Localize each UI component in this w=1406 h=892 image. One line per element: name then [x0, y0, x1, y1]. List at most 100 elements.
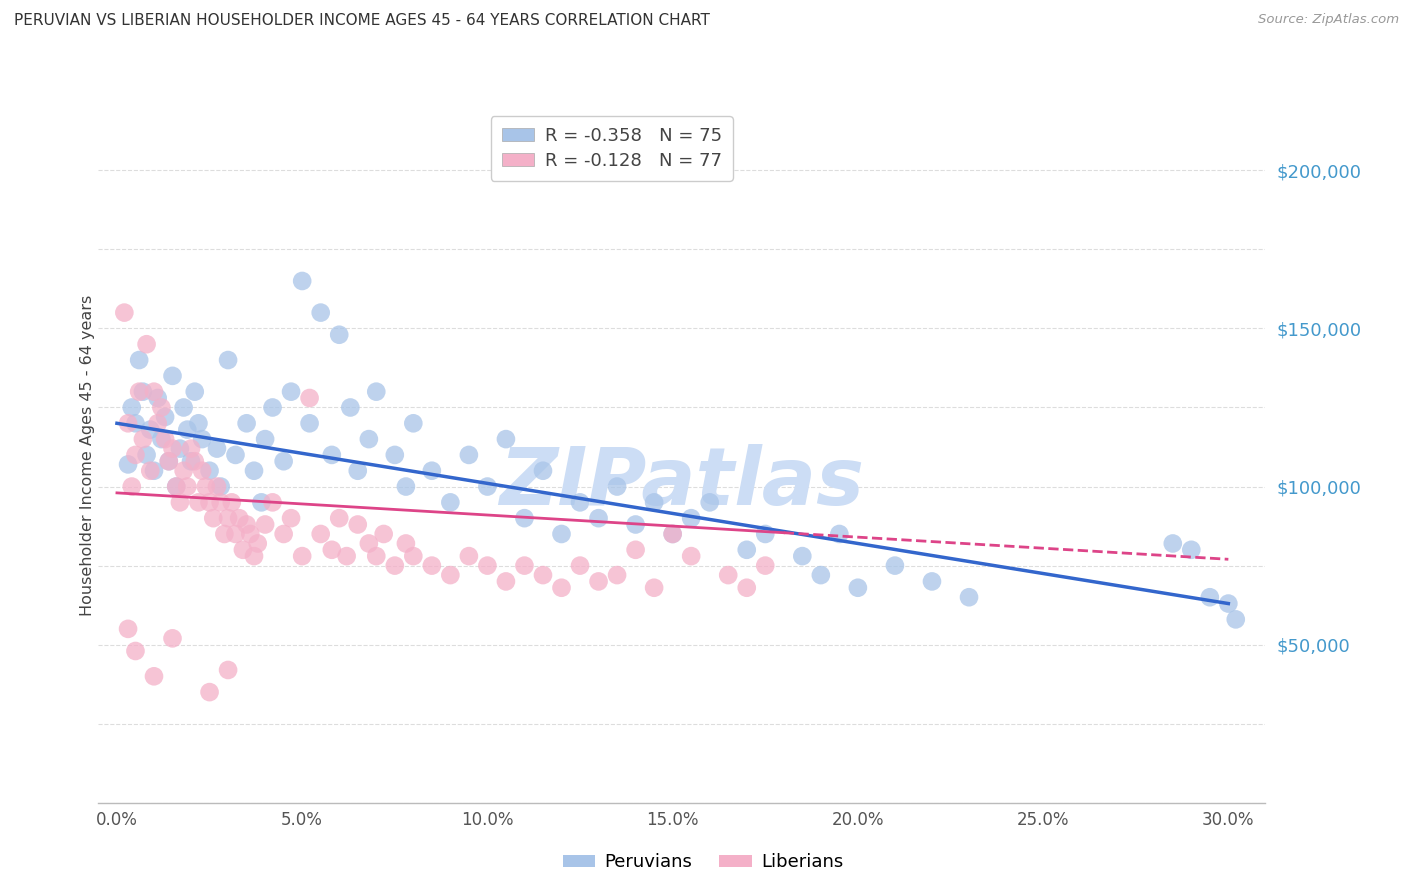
Point — [273, 527, 295, 541]
Point — [298, 417, 321, 431]
Point — [792, 549, 814, 563]
Point — [224, 448, 246, 462]
Point — [357, 536, 380, 550]
Point — [439, 495, 461, 509]
Point — [606, 479, 628, 493]
Point — [513, 558, 536, 573]
Point — [643, 581, 665, 595]
Point — [132, 384, 155, 399]
Point — [143, 669, 166, 683]
Point — [828, 527, 851, 541]
Point — [162, 368, 184, 383]
Point — [661, 527, 683, 541]
Point — [373, 527, 395, 541]
Point — [143, 464, 166, 478]
Point — [239, 527, 262, 541]
Point — [457, 549, 479, 563]
Point — [235, 417, 257, 431]
Point — [321, 542, 343, 557]
Point — [339, 401, 361, 415]
Point — [187, 495, 209, 509]
Point — [1218, 597, 1240, 611]
Point — [309, 527, 332, 541]
Point — [150, 401, 173, 415]
Point — [169, 495, 191, 509]
Point — [165, 479, 187, 493]
Point — [754, 558, 776, 573]
Point — [291, 274, 314, 288]
Point — [957, 591, 980, 605]
Point — [439, 568, 461, 582]
Point — [224, 527, 246, 541]
Y-axis label: Householder Income Ages 45 - 64 years: Householder Income Ages 45 - 64 years — [80, 294, 94, 615]
Point — [128, 384, 150, 399]
Point — [280, 511, 302, 525]
Point — [280, 384, 302, 399]
Point — [291, 549, 314, 563]
Point — [243, 549, 266, 563]
Point — [754, 527, 776, 541]
Point — [202, 511, 225, 525]
Point — [146, 391, 169, 405]
Point — [157, 454, 180, 468]
Point — [128, 353, 150, 368]
Point — [569, 495, 592, 509]
Point — [209, 479, 232, 493]
Point — [262, 495, 284, 509]
Point — [228, 511, 250, 525]
Point — [457, 448, 479, 462]
Point — [254, 517, 277, 532]
Point — [135, 337, 157, 351]
Text: Source: ZipAtlas.com: Source: ZipAtlas.com — [1258, 13, 1399, 27]
Point — [531, 464, 554, 478]
Point — [624, 542, 647, 557]
Point — [176, 423, 198, 437]
Point — [477, 558, 499, 573]
Point — [681, 511, 703, 525]
Point — [624, 517, 647, 532]
Point — [162, 632, 184, 646]
Point — [384, 448, 406, 462]
Point — [681, 549, 703, 563]
Point — [346, 464, 368, 478]
Point — [205, 479, 228, 493]
Point — [246, 536, 269, 550]
Point — [150, 432, 173, 446]
Point — [184, 454, 207, 468]
Point — [495, 432, 517, 446]
Point — [1161, 536, 1184, 550]
Point — [477, 479, 499, 493]
Point — [357, 432, 380, 446]
Point — [117, 458, 139, 472]
Point — [550, 527, 572, 541]
Point — [173, 401, 195, 415]
Point — [112, 305, 135, 319]
Point — [165, 479, 187, 493]
Point — [162, 442, 184, 456]
Point — [250, 495, 273, 509]
Point — [232, 542, 254, 557]
Point — [1198, 591, 1220, 605]
Point — [243, 464, 266, 478]
Point — [420, 558, 443, 573]
Point — [121, 479, 143, 493]
Point — [588, 511, 610, 525]
Point — [569, 558, 592, 573]
Point — [921, 574, 943, 589]
Point — [735, 542, 758, 557]
Text: ZIPatlas: ZIPatlas — [499, 443, 865, 522]
Point — [169, 442, 191, 456]
Point — [273, 454, 295, 468]
Point — [176, 479, 198, 493]
Point — [717, 568, 740, 582]
Point — [254, 432, 277, 446]
Point — [124, 644, 146, 658]
Point — [606, 568, 628, 582]
Point — [139, 423, 162, 437]
Text: PERUVIAN VS LIBERIAN HOUSEHOLDER INCOME AGES 45 - 64 YEARS CORRELATION CHART: PERUVIAN VS LIBERIAN HOUSEHOLDER INCOME … — [14, 13, 710, 29]
Point — [217, 353, 239, 368]
Point — [1225, 612, 1247, 626]
Point — [328, 327, 350, 342]
Point — [153, 432, 176, 446]
Point — [321, 448, 343, 462]
